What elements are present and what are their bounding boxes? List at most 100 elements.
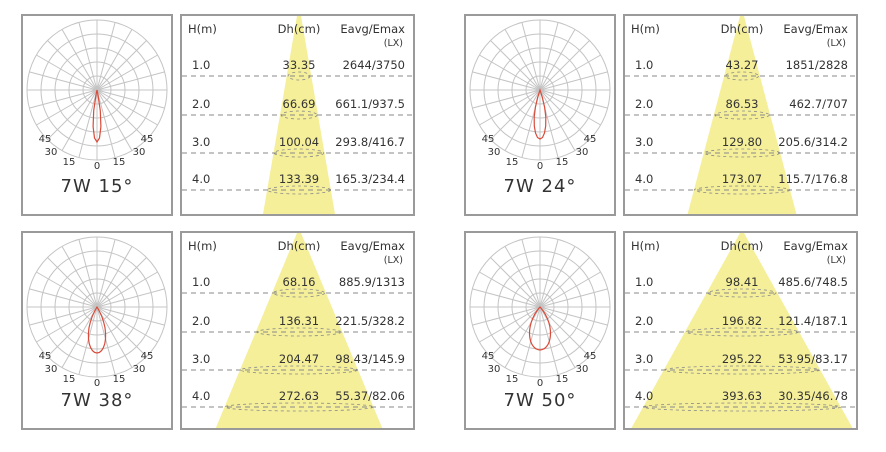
cell-height: 2.0 — [192, 314, 211, 328]
angle-label: 30 — [133, 147, 146, 158]
spot-ellipse — [287, 71, 311, 81]
cell-illuminance: 2644/3750 — [342, 58, 405, 72]
cell-height: 4.0 — [192, 389, 211, 403]
beam-cone-shape — [631, 233, 853, 428]
cell-diameter: 43.27 — [725, 58, 759, 72]
cell-diameter: 86.53 — [725, 97, 759, 111]
cell-illuminance: 165.3/234.4 — [335, 172, 405, 186]
angle-label: 45 — [39, 351, 52, 362]
cell-height: 3.0 — [192, 135, 211, 149]
angle-label: 45 — [482, 351, 495, 362]
angle-label: 30 — [488, 147, 501, 158]
cell-diameter: 66.69 — [282, 97, 316, 111]
panel-title: 7W 15° — [60, 176, 134, 197]
angle-label: 30 — [45, 364, 58, 375]
header-height: H(m) — [188, 239, 217, 253]
angle-label: 45 — [584, 351, 597, 362]
polar-diagram: 45 30 15 0 15 30 45 7W 24° — [464, 14, 616, 216]
cell-illuminance: 30.35/46.78 — [778, 389, 848, 403]
cell-illuminance: 55.37/82.06 — [335, 389, 405, 403]
cell-illuminance: 885.9/1313 — [338, 275, 405, 289]
angle-label: 45 — [584, 134, 597, 145]
cell-diameter: 295.22 — [721, 352, 763, 366]
cell-height: 2.0 — [635, 314, 654, 328]
cell-diameter: 129.80 — [721, 135, 763, 149]
angle-label: 0 — [94, 378, 100, 389]
header-height: H(m) — [188, 22, 217, 36]
polar-diagram: 45 30 15 0 15 30 45 7W 15° — [21, 14, 173, 216]
cell-diameter: 68.16 — [282, 275, 316, 289]
cell-diameter: 136.31 — [278, 314, 320, 328]
spot-ellipse — [240, 365, 358, 375]
header-illuminance: Eavg/Emax — [340, 22, 405, 36]
cell-illuminance: 53.95/83.17 — [778, 352, 848, 366]
angle-label: 15 — [113, 157, 126, 168]
cell-illuminance: 462.7/707 — [789, 97, 848, 111]
panel-title: 7W 38° — [60, 390, 134, 411]
header-illuminance: Eavg/Emax — [783, 22, 848, 36]
polar-diagram: 45 30 15 0 15 30 45 7W 50° — [464, 231, 616, 430]
angle-label: 15 — [556, 374, 569, 385]
spot-ellipse — [256, 327, 342, 337]
header-diameter: Dh(cm) — [720, 239, 764, 253]
angle-label: 15 — [113, 374, 126, 385]
spot-ellipse — [224, 402, 374, 412]
spot-ellipse — [266, 185, 332, 195]
cell-diameter: 204.47 — [278, 352, 320, 366]
polar-grid: 45 30 15 0 15 30 45 — [26, 19, 168, 172]
cell-illuminance: 115.7/176.8 — [778, 172, 848, 186]
illuminance-table: H(m) Dh(cm) Eavg/Emax (LX) 1.0 33.35 2644/3750… — [180, 14, 415, 216]
illuminance-table: H(m) Dh(cm) Eavg/Emax (LX) 1.0 43.27 1851/2828… — [623, 14, 858, 216]
header-unit: (LX) — [383, 255, 403, 266]
header-diameter: Dh(cm) — [277, 22, 321, 36]
polar-grid: 45 30 15 0 15 30 45 — [469, 19, 611, 172]
cell-illuminance: 221.5/328.2 — [335, 314, 405, 328]
light-distribution-curve — [533, 88, 547, 140]
angle-label: 15 — [63, 157, 76, 168]
cell-illuminance: 98.43/145.9 — [335, 352, 405, 366]
spot-ellipse — [725, 71, 759, 81]
angle-label: 45 — [141, 351, 154, 362]
header-unit: (LX) — [826, 38, 846, 49]
header-height: H(m) — [631, 22, 660, 36]
spot-ellipse — [272, 288, 326, 298]
illuminance-table: H(m) Dh(cm) Eavg/Emax (LX) 1.0 98.41 485.6/748… — [623, 231, 858, 430]
cell-diameter: 272.63 — [278, 389, 320, 403]
header-unit: (LX) — [383, 38, 403, 49]
header-height: H(m) — [631, 239, 660, 253]
polar-diagram: 45 30 15 0 15 30 45 7W 38° — [21, 231, 173, 430]
cell-height: 4.0 — [635, 389, 654, 403]
cell-height: 2.0 — [192, 97, 211, 111]
beam-cone — [625, 16, 856, 214]
spot-ellipse — [663, 365, 821, 375]
beam-cone-shape — [215, 233, 383, 428]
cell-illuminance: 205.6/314.2 — [778, 135, 848, 149]
angle-label: 45 — [39, 134, 52, 145]
cell-illuminance: 1851/2828 — [785, 58, 848, 72]
spot-ellipse — [703, 148, 781, 158]
cell-height: 3.0 — [192, 352, 211, 366]
angle-label: 0 — [537, 161, 543, 172]
header-diameter: Dh(cm) — [277, 239, 321, 253]
angle-label: 0 — [94, 161, 100, 172]
cell-diameter: 393.63 — [721, 389, 763, 403]
spot-ellipse — [642, 402, 842, 412]
cell-diameter: 133.39 — [278, 172, 320, 186]
angle-label: 15 — [63, 374, 76, 385]
angle-label: 15 — [506, 157, 519, 168]
cell-height: 4.0 — [635, 172, 654, 186]
cell-diameter: 33.35 — [282, 58, 316, 72]
angle-label: 0 — [537, 378, 543, 389]
cell-diameter: 173.07 — [721, 172, 763, 186]
spot-ellipse — [280, 110, 318, 120]
cell-height: 1.0 — [635, 275, 654, 289]
cell-illuminance: 121.4/187.1 — [778, 314, 848, 328]
angle-label: 45 — [482, 134, 495, 145]
cell-height: 2.0 — [635, 97, 654, 111]
angle-label: 30 — [576, 147, 589, 158]
beam-cone — [625, 233, 856, 428]
angle-label: 30 — [45, 147, 58, 158]
polar-grid: 45 30 15 0 15 30 45 — [26, 236, 168, 389]
angle-label: 30 — [488, 364, 501, 375]
light-distribution-curve — [92, 89, 102, 144]
